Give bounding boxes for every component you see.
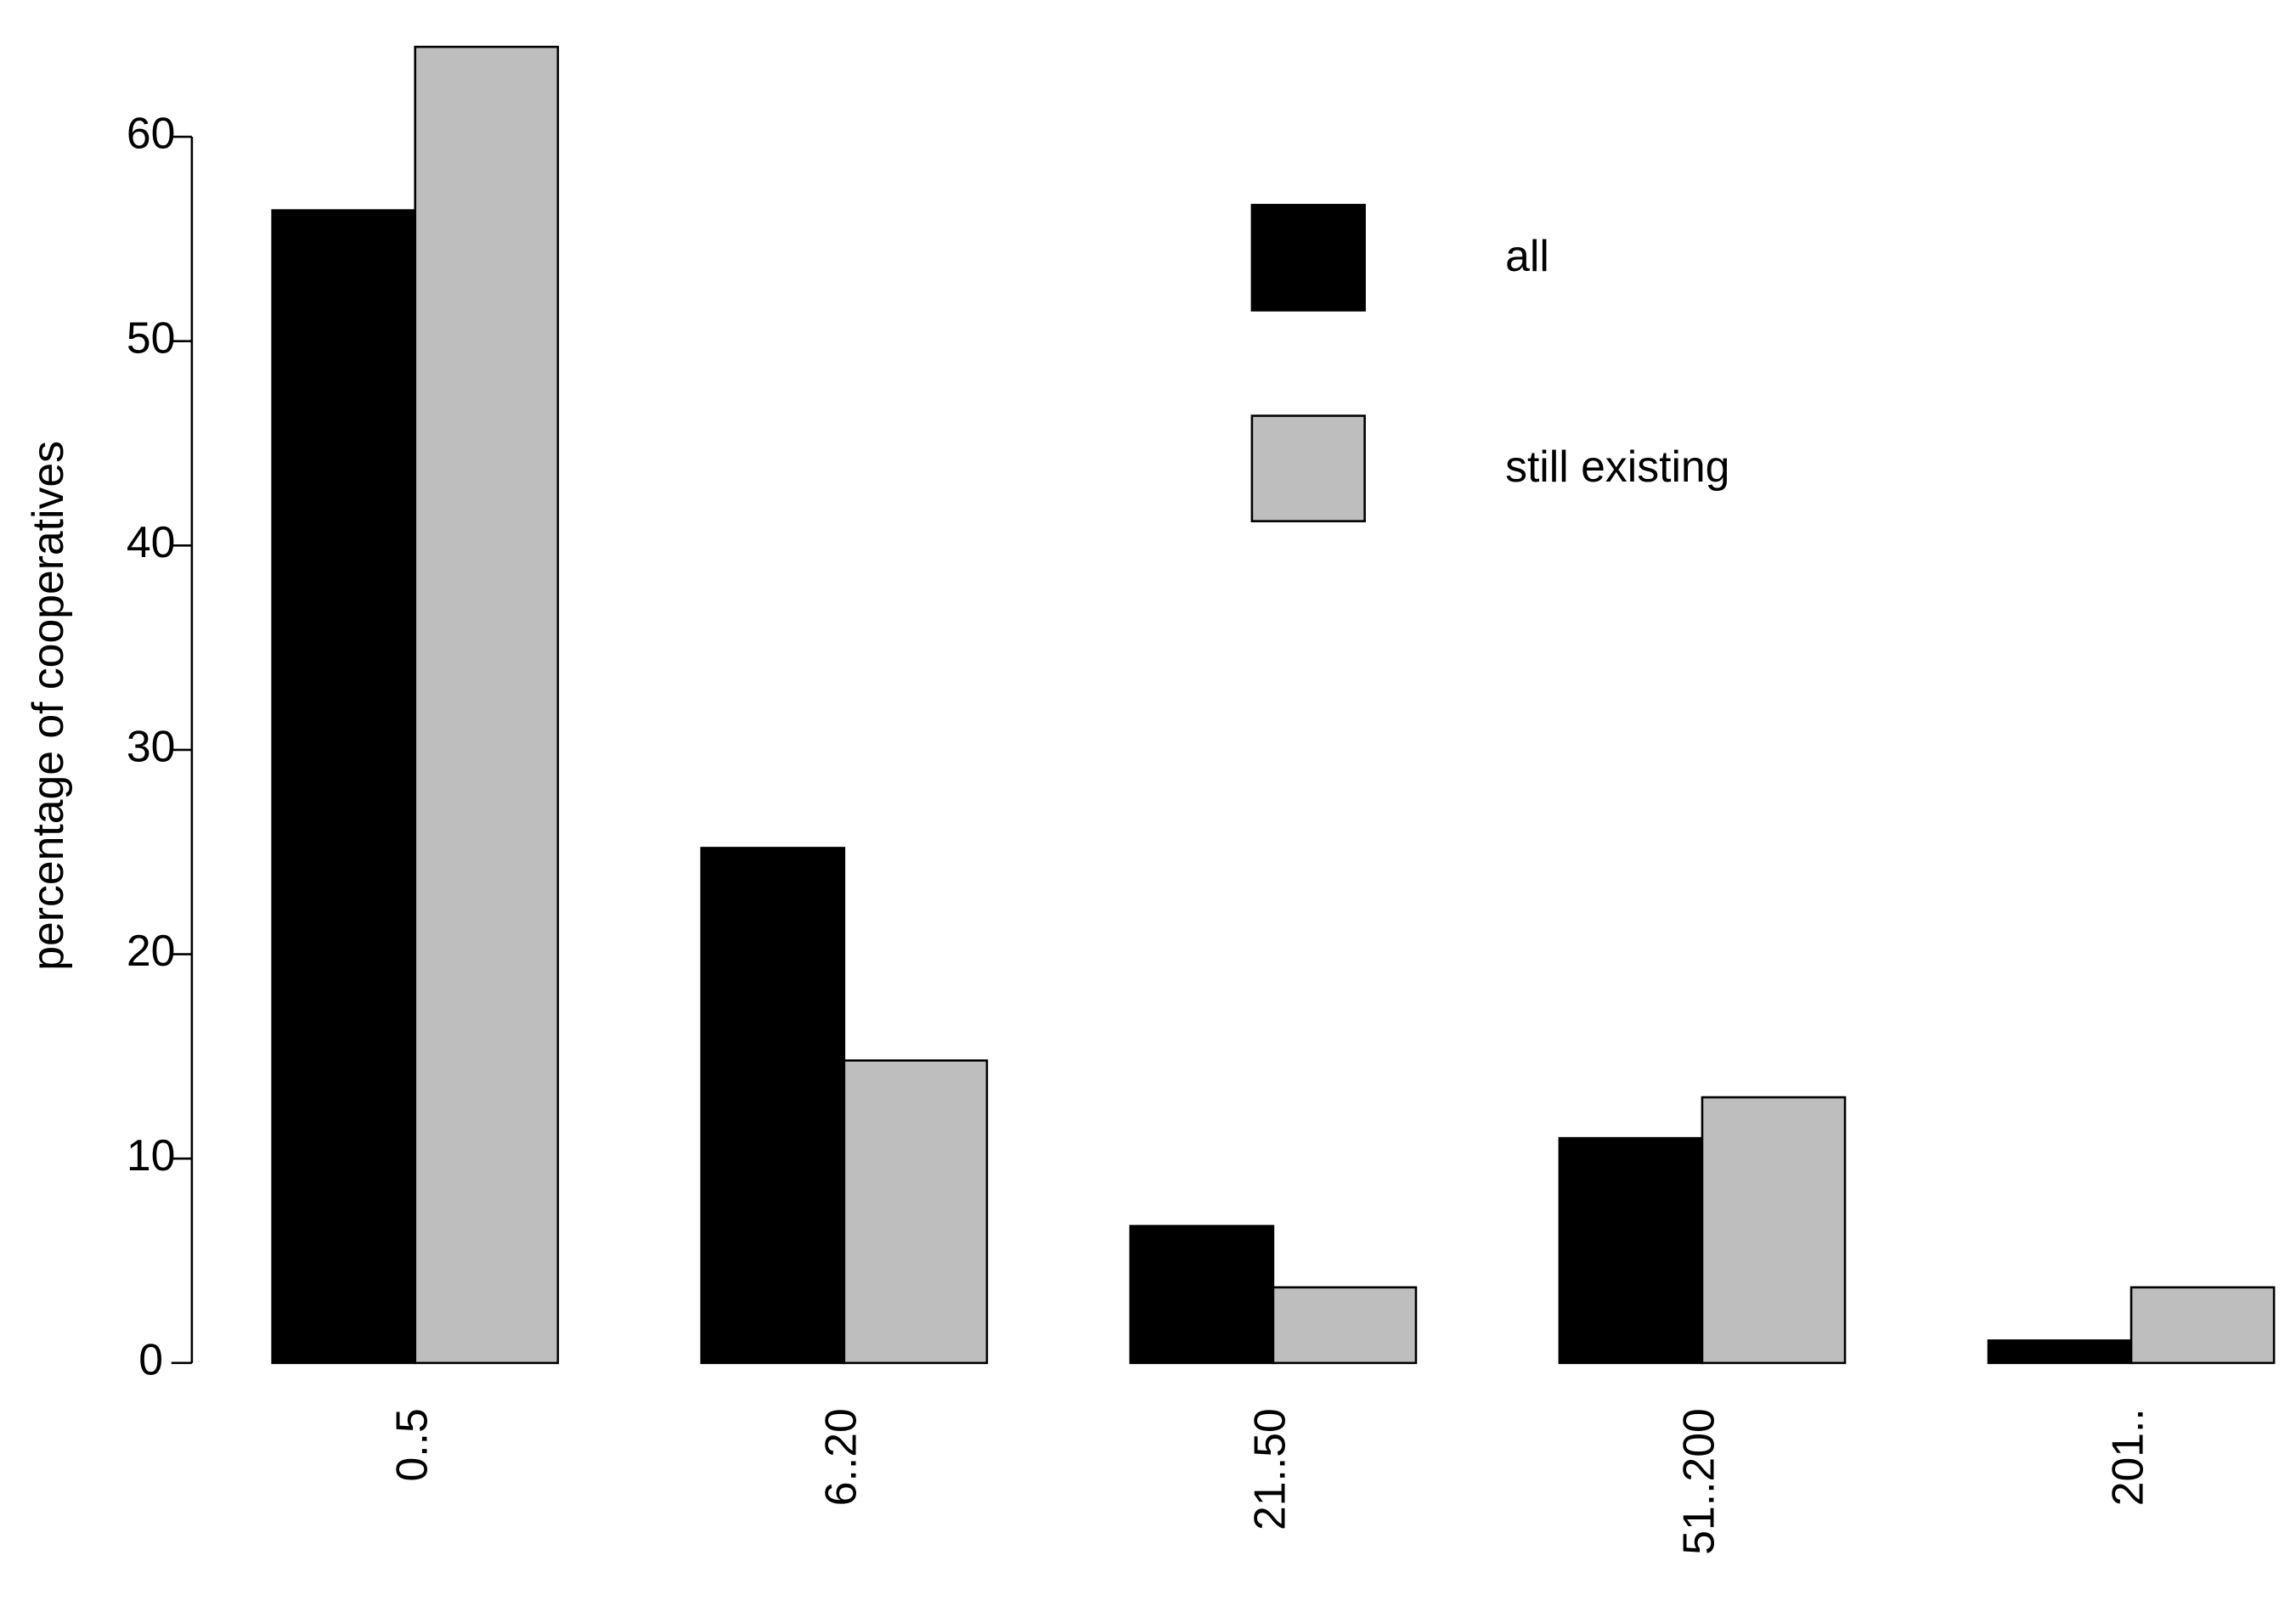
y-tick-label: 20 <box>127 926 176 975</box>
y-tick-label: 30 <box>127 722 176 771</box>
y-axis-label: percentage of cooperatives <box>23 441 72 971</box>
bar <box>700 847 846 1365</box>
legend-swatch <box>1250 204 1366 312</box>
bar <box>414 45 560 1365</box>
bar <box>1987 1339 2133 1365</box>
legend-swatch <box>1250 414 1366 522</box>
y-tick-label: 50 <box>127 313 176 362</box>
y-tick-label: 0 <box>138 1335 163 1384</box>
x-tick-label: 6..20 <box>815 1408 865 1506</box>
bar <box>1701 1096 1847 1365</box>
legend-label: still existing <box>1505 442 1729 491</box>
bar <box>271 209 417 1365</box>
y-tick-label: 40 <box>127 517 176 566</box>
bar <box>1558 1136 1704 1365</box>
y-tick-label: 60 <box>127 109 176 158</box>
x-tick-label: 201.. <box>2103 1408 2152 1506</box>
x-tick-label: 0..5 <box>386 1408 436 1481</box>
x-tick-label: 21..50 <box>1245 1408 1295 1530</box>
bar <box>1272 1286 1418 1365</box>
x-tick-label: 51..200 <box>1674 1408 1723 1555</box>
y-tick-label: 10 <box>127 1130 176 1180</box>
bar <box>843 1059 989 1365</box>
legend-label: all <box>1505 231 1549 280</box>
bar <box>1129 1225 1275 1365</box>
bar <box>2130 1286 2276 1365</box>
